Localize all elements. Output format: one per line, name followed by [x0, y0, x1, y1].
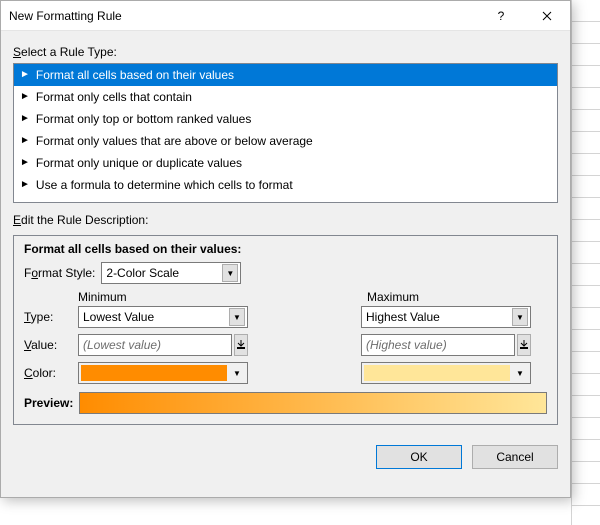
dialog-content: Select a Rule Type: ►Format all cells ba… — [1, 31, 570, 435]
rule-type-text: Format only cells that contain — [36, 90, 192, 104]
rule-type-item[interactable]: ►Format only top or bottom ranked values — [14, 108, 557, 130]
rule-type-listbox[interactable]: ►Format all cells based on their values … — [13, 63, 558, 203]
preview-label: Preview: — [24, 396, 73, 410]
min-color-swatch — [81, 365, 227, 381]
format-style-value: 2-Color Scale — [106, 266, 179, 280]
chevron-down-icon: ▼ — [222, 264, 238, 282]
min-type-value: Lowest Value — [83, 310, 154, 324]
min-type-select[interactable]: Lowest Value ▼ — [78, 306, 248, 328]
max-type-value: Highest Value — [366, 310, 440, 324]
minimum-header: Minimum — [78, 290, 258, 304]
range-picker-button[interactable] — [234, 334, 248, 356]
collapse-icon — [520, 340, 528, 350]
rule-description-group: Format all cells based on their values: … — [13, 235, 558, 425]
chevron-down-icon: ▼ — [512, 365, 528, 381]
close-button[interactable] — [524, 1, 570, 31]
rule-type-text: Format only top or bottom ranked values — [36, 112, 251, 126]
rule-description-heading: Format all cells based on their values: — [24, 242, 547, 256]
rule-type-item[interactable]: ►Use a formula to determine which cells … — [14, 174, 557, 196]
edit-description-label: Edit the Rule Description: — [13, 213, 558, 227]
chevron-down-icon: ▼ — [229, 308, 245, 326]
max-color-select[interactable]: ▼ — [361, 362, 531, 384]
collapse-icon — [237, 340, 245, 350]
rule-type-text: Format only values that are above or bel… — [36, 134, 313, 148]
color-label: Color: — [24, 366, 78, 380]
rule-type-item[interactable]: ►Format only values that are above or be… — [14, 130, 557, 152]
max-color-swatch — [364, 365, 510, 381]
max-type-select[interactable]: Highest Value ▼ — [361, 306, 531, 328]
format-style-select[interactable]: 2-Color Scale ▼ — [101, 262, 241, 284]
max-value-input[interactable]: (Highest value) — [361, 334, 515, 356]
rule-type-text: Format only unique or duplicate values — [36, 156, 242, 170]
titlebar: New Formatting Rule ? — [1, 1, 570, 31]
spreadsheet-edge — [571, 0, 600, 525]
cancel-button[interactable]: Cancel — [472, 445, 558, 469]
min-value-input[interactable]: (Lowest value) — [78, 334, 232, 356]
rule-type-item[interactable]: ►Format only unique or duplicate values — [14, 152, 557, 174]
dialog-buttons: OK Cancel — [1, 435, 570, 479]
rule-type-label: Select a Rule Type: — [13, 45, 558, 59]
min-color-select[interactable]: ▼ — [78, 362, 248, 384]
ok-button[interactable]: OK — [376, 445, 462, 469]
help-button[interactable]: ? — [478, 1, 524, 31]
chevron-down-icon: ▼ — [229, 365, 245, 381]
value-label: Value: — [24, 338, 78, 352]
dialog-title: New Formatting Rule — [9, 9, 478, 23]
format-style-label: Format Style: — [24, 266, 95, 280]
preview-gradient — [79, 392, 547, 414]
new-formatting-rule-dialog: New Formatting Rule ? Select a Rule Type… — [0, 0, 571, 498]
rule-type-text: Format all cells based on their values — [36, 68, 234, 82]
range-picker-button[interactable] — [517, 334, 531, 356]
rule-type-text: Use a formula to determine which cells t… — [36, 178, 293, 192]
close-icon — [542, 11, 552, 21]
rule-type-item[interactable]: ►Format all cells based on their values — [14, 64, 557, 86]
chevron-down-icon: ▼ — [512, 308, 528, 326]
rule-type-item[interactable]: ►Format only cells that contain — [14, 86, 557, 108]
maximum-header: Maximum — [367, 290, 547, 304]
type-label: Type: — [24, 310, 78, 324]
